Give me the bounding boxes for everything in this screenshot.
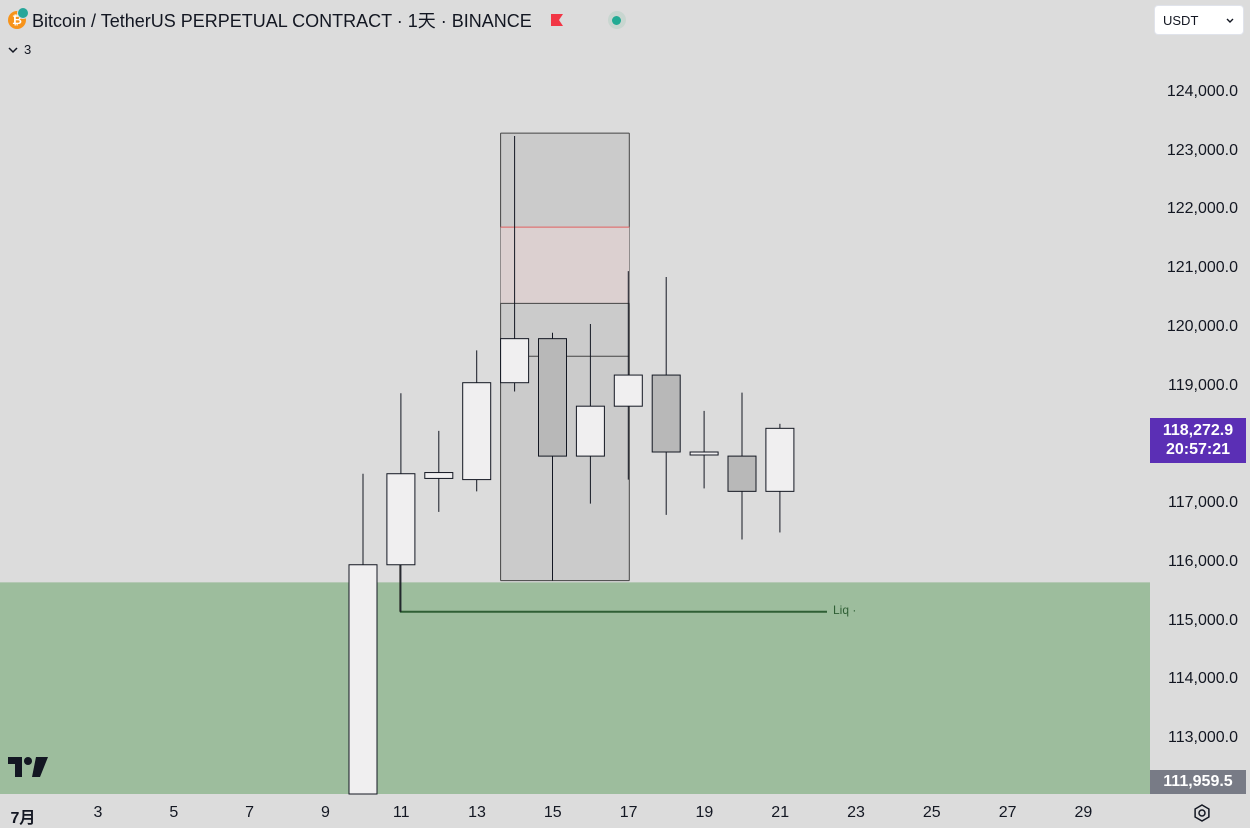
candle-body (613, 374, 643, 407)
price-axis-label: 113,000.0 (1168, 729, 1238, 746)
candle-body (727, 455, 757, 492)
time-axis-label: 25 (922, 804, 941, 821)
time-axis-label: 29 (1074, 804, 1093, 821)
bitcoin-icon: ₿ (8, 7, 29, 29)
price-axis-label: 121,000.0 (1166, 259, 1238, 277)
time-axis-label: 3 (93, 804, 103, 821)
candle-body (651, 374, 681, 453)
market-status-icon[interactable] (607, 11, 626, 29)
current-price-tag: 118,272.9 20:57:21 (1150, 418, 1246, 463)
time-axis-label: 13 (468, 804, 486, 821)
candle-body (386, 473, 416, 566)
candle-body (689, 451, 719, 456)
price-axis-label: 120,000.0 (1166, 317, 1238, 335)
price-axis-label: 115,000.0 (1168, 611, 1238, 629)
candle-body (348, 564, 378, 795)
time-axis-label: 11 (392, 804, 410, 821)
symbol-title[interactable]: Bitcoin / TetherUS PERPETUAL CONTRACT · … (32, 11, 532, 31)
liq-label: Liq · (833, 603, 857, 617)
time-axis-label: 17 (619, 804, 638, 821)
demand-zone (0, 582, 1150, 794)
time-axis-label: 21 (771, 804, 790, 821)
currency-select[interactable]: USDT (1154, 5, 1244, 35)
candle-body (500, 338, 530, 384)
red-box (500, 227, 630, 304)
currency-value: USDT (1163, 12, 1199, 28)
candle-body (765, 427, 795, 492)
tradingview-logo-icon[interactable] (8, 755, 48, 779)
time-axis-label: 7月 (10, 810, 36, 827)
candle-body (462, 382, 492, 481)
candle-body (575, 405, 605, 457)
symbol-header[interactable]: ₿ Bitcoin / TetherUS PERPETUAL CONTRACT … (8, 7, 626, 32)
time-axis-label: 7 (245, 804, 255, 821)
price-axis-label: 117,000.0 (1168, 494, 1238, 512)
price-axis-label: 116,000.0 (1168, 552, 1238, 570)
price-axis-label: 122,000.0 (1166, 200, 1238, 218)
flag-icon[interactable] (550, 13, 564, 27)
chevron-down-icon (8, 46, 18, 53)
bar-countdown: 20:57:21 (1165, 441, 1231, 458)
time-axis[interactable]: 7月 3 5 7 9 11 13 15 17 19 21 23 25 27 29 (0, 794, 1250, 828)
time-axis-label: 15 (543, 804, 562, 821)
price-axis-label: 114,000.0 (1168, 670, 1238, 688)
price-axis-label: 124,000.0 (1166, 83, 1238, 100)
price-axis-label: 123,000.0 (1166, 141, 1238, 159)
time-axis-label: 23 (847, 804, 865, 821)
chevron-down-icon (1226, 18, 1234, 23)
candle-body (424, 472, 454, 479)
price-axis-label: 119,000.0 (1168, 376, 1238, 394)
time-axis-label: 5 (169, 804, 179, 821)
current-price: 118,272.9 (1162, 422, 1234, 439)
indicator-count: 3 (24, 42, 32, 57)
time-axis-label: 9 (320, 804, 330, 821)
low-price-tag: 111,959.5 (1150, 770, 1246, 794)
time-axis-label: 19 (695, 804, 714, 821)
candle-body (538, 338, 567, 457)
indicators-toggle[interactable]: 3 (8, 42, 31, 57)
time-axis-label: 27 (998, 804, 1017, 821)
settings-icon[interactable] (1193, 804, 1211, 822)
